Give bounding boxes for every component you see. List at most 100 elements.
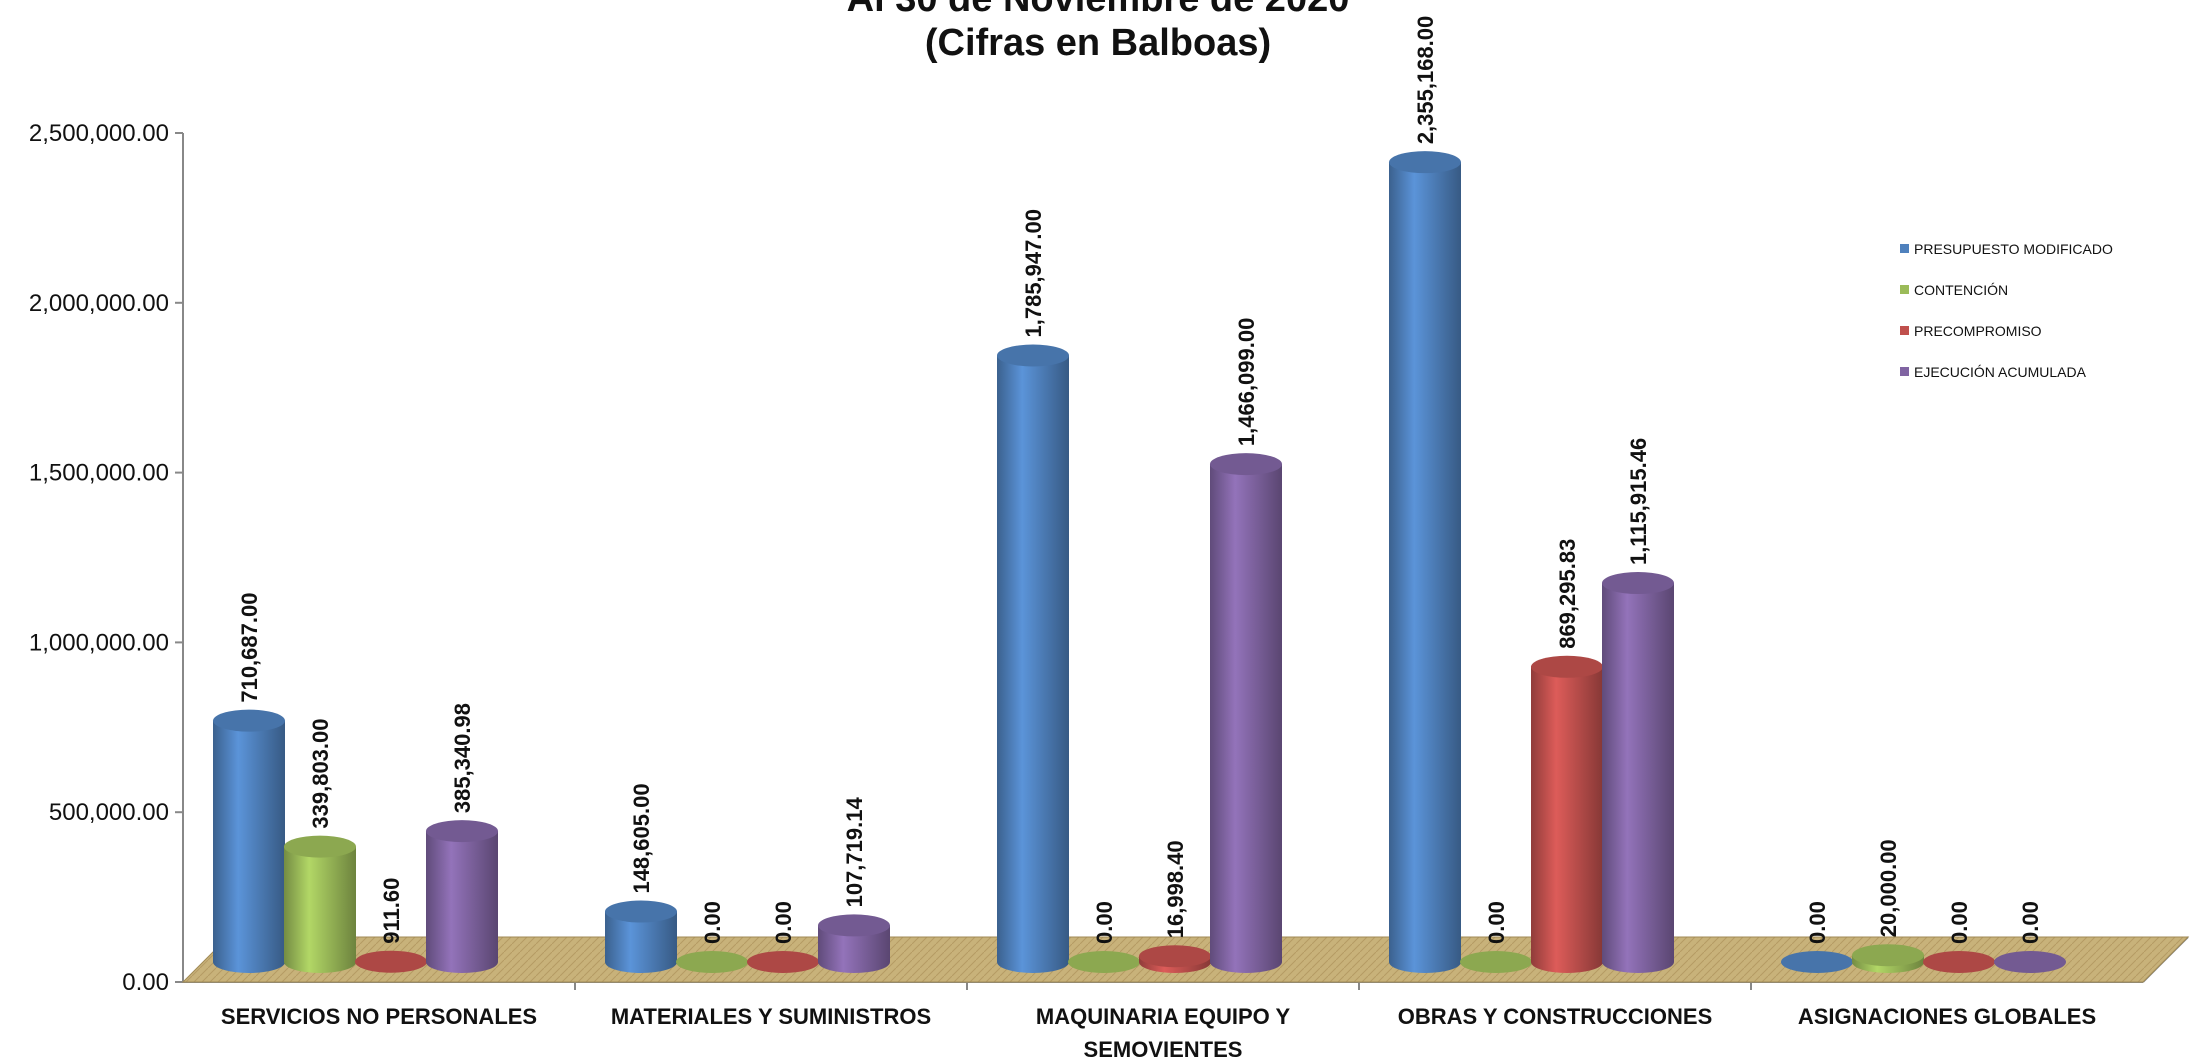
bar-body bbox=[1210, 464, 1282, 973]
bar-body bbox=[284, 846, 356, 973]
bars bbox=[213, 151, 2066, 974]
bar-top bbox=[1389, 151, 1461, 174]
bar-body bbox=[818, 925, 890, 973]
bar bbox=[284, 835, 356, 973]
legend-swatch bbox=[1900, 285, 1909, 294]
x-category-label: OBRAS Y CONSTRUCCIONES bbox=[1398, 1004, 1713, 1029]
legend-label: EJECUCIÓN ACUMULADA bbox=[1914, 363, 2086, 380]
bar bbox=[426, 820, 498, 973]
y-tick-label: 1,000,000.00 bbox=[29, 629, 169, 656]
bar bbox=[818, 914, 890, 973]
legend-item: EJECUCIÓN ACUMULADA bbox=[1900, 351, 2113, 392]
bar-top bbox=[213, 709, 285, 732]
bar-top bbox=[1602, 572, 1674, 595]
bar-top bbox=[818, 914, 890, 937]
x-category-label: ASIGNACIONES GLOBALES bbox=[1798, 1004, 2096, 1029]
bar-body bbox=[1531, 666, 1603, 973]
y-tick-label: 2,000,000.00 bbox=[29, 290, 169, 317]
data-label: 2,355,168.00 bbox=[1413, 16, 1438, 144]
legend-label: CONTENCIÓN bbox=[1914, 281, 2009, 298]
data-label: 1,115,915.46 bbox=[1626, 438, 1651, 565]
bar-body bbox=[213, 720, 285, 973]
legend-item: PRESUPUESTO MODIFICADO bbox=[1900, 228, 2113, 269]
data-label: 107,719.14 bbox=[842, 797, 867, 908]
bar bbox=[1139, 945, 1211, 973]
data-label: 0.00 bbox=[1484, 901, 1509, 944]
legend-swatch bbox=[1900, 367, 1909, 376]
legend-item: PRECOMPROMISO bbox=[1900, 310, 2113, 351]
bar bbox=[997, 344, 1069, 973]
bar-top bbox=[355, 950, 427, 973]
bar bbox=[1994, 951, 2066, 973]
chart-legend: PRESUPUESTO MODIFICADO CONTENCIÓN PRECOMPR… bbox=[1900, 228, 2113, 392]
data-label: 1,785,947.00 bbox=[1021, 209, 1046, 337]
bar-body bbox=[605, 911, 677, 973]
y-tick-label: 0.00 bbox=[122, 969, 169, 996]
bar-top bbox=[1923, 951, 1995, 973]
chart-title-line-1: Al 30 de Noviembre de 2020 bbox=[0, 0, 2196, 21]
bar-top bbox=[284, 835, 356, 858]
data-labels: 710,687.00 339,803.00 911.60 385,340.98 148,… bbox=[237, 16, 2043, 944]
data-label: 0.00 bbox=[1805, 901, 1830, 944]
bar bbox=[605, 900, 677, 973]
bar-body bbox=[1389, 162, 1461, 974]
bar-top bbox=[1210, 453, 1282, 476]
bar-top bbox=[676, 951, 748, 973]
legend-swatch bbox=[1900, 326, 1909, 335]
x-category-label: SEMOVIENTES bbox=[1084, 1037, 1243, 1061]
bar-top bbox=[1460, 951, 1532, 973]
x-category-label: SERVICIOS NO PERSONALES bbox=[221, 1004, 537, 1029]
data-label: 869,295.83 bbox=[1555, 539, 1580, 649]
legend-swatch bbox=[1900, 244, 1909, 253]
bar bbox=[1210, 453, 1282, 973]
bar-top bbox=[1781, 951, 1853, 973]
bar-body bbox=[426, 831, 498, 973]
data-label: 385,340.98 bbox=[450, 703, 475, 813]
bar bbox=[676, 951, 748, 973]
data-label: 0.00 bbox=[771, 901, 796, 944]
bar-top bbox=[1531, 655, 1603, 678]
data-label: 339,803.00 bbox=[308, 718, 333, 828]
legend-label: PRECOMPROMISO bbox=[1914, 322, 2042, 339]
chart-title-line-2: (Cifras en Balboas) bbox=[924, 22, 1272, 64]
bar bbox=[355, 950, 427, 973]
data-label: 0.00 bbox=[1947, 901, 1972, 944]
y-tick-label: 500,000.00 bbox=[49, 799, 169, 826]
bar-top bbox=[1068, 951, 1140, 973]
data-label: 0.00 bbox=[700, 901, 725, 944]
legend-label: PRESUPUESTO MODIFICADO bbox=[1914, 240, 2113, 257]
bar-top bbox=[1852, 944, 1924, 967]
data-label: 20,000.00 bbox=[1876, 839, 1901, 937]
bar-top bbox=[997, 344, 1069, 367]
bar bbox=[1781, 951, 1853, 973]
data-label: 16,998.40 bbox=[1163, 840, 1188, 938]
bar-body bbox=[1602, 583, 1674, 973]
bar bbox=[1852, 944, 1924, 973]
bar bbox=[1531, 655, 1603, 973]
x-category-label: MAQUINARIA EQUIPO Y bbox=[1036, 1004, 1291, 1029]
bar bbox=[1460, 951, 1532, 973]
y-tick-label: 1,500,000.00 bbox=[29, 460, 169, 487]
bar-top bbox=[1994, 951, 2066, 973]
bar bbox=[1068, 951, 1140, 973]
y-tick-label: 2,500,000.00 bbox=[29, 120, 169, 147]
bar bbox=[1923, 951, 1995, 973]
bar-top bbox=[605, 900, 677, 923]
data-label: 1,466,099.00 bbox=[1234, 318, 1259, 446]
data-label: 911.60 bbox=[379, 878, 404, 944]
legend-item: CONTENCIÓN bbox=[1900, 269, 2113, 310]
x-category-label: MATERIALES Y SUMINISTROS bbox=[611, 1004, 931, 1029]
data-label: 710,687.00 bbox=[237, 593, 262, 703]
bar-top bbox=[1139, 945, 1211, 968]
bar-top bbox=[426, 820, 498, 843]
bar-top bbox=[747, 951, 819, 973]
bar-body bbox=[997, 355, 1069, 973]
bar bbox=[1602, 572, 1674, 973]
bar bbox=[747, 951, 819, 973]
data-label: 0.00 bbox=[1092, 901, 1117, 944]
data-label: 0.00 bbox=[2018, 901, 2043, 944]
bar bbox=[213, 709, 285, 973]
data-label: 148,605.00 bbox=[629, 783, 654, 893]
bar bbox=[1389, 151, 1461, 974]
